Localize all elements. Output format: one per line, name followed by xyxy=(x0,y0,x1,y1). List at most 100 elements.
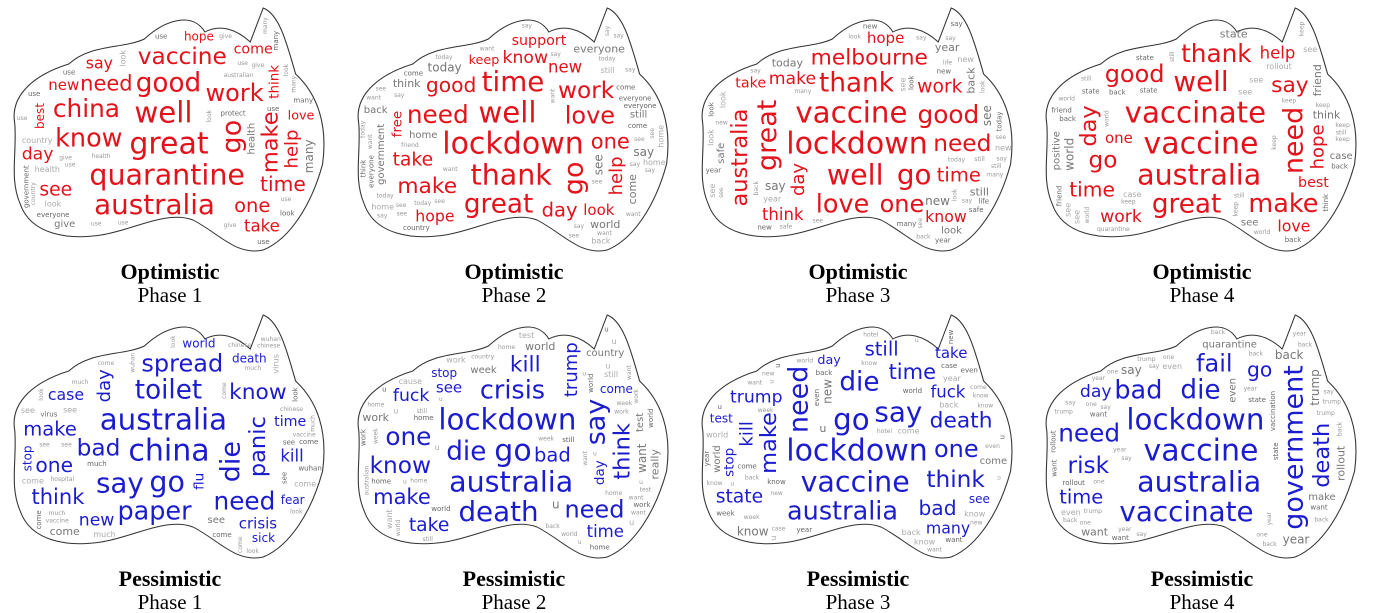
highlight-word: think xyxy=(609,423,635,480)
filler-word: even xyxy=(1162,362,1182,371)
filler-word: back xyxy=(1314,516,1329,523)
highlight-word: vaccine xyxy=(1144,434,1259,469)
highlight-word: say xyxy=(581,399,612,446)
filler-word: cause xyxy=(399,377,423,386)
filler-word: still xyxy=(1081,75,1092,82)
highlight-word: love xyxy=(1277,216,1310,235)
other-word: come xyxy=(50,525,80,538)
filler-word: world xyxy=(706,431,728,440)
filler-word: use xyxy=(237,60,248,67)
highlight-word: make xyxy=(257,111,283,173)
filler-word: come xyxy=(970,384,987,391)
highlight-word: need xyxy=(80,71,132,95)
other-word: many xyxy=(302,139,316,173)
highlight-word: trump xyxy=(730,388,783,408)
filler-word: new xyxy=(757,223,772,231)
filler-word: hotel xyxy=(863,332,879,339)
highlight-word: hope xyxy=(867,29,904,47)
highlight-word: one xyxy=(35,453,73,477)
filler-word: year xyxy=(1244,386,1258,393)
highlight-word: go xyxy=(149,465,185,498)
highlight-word: work xyxy=(917,77,963,98)
australia-outline xyxy=(1045,314,1357,559)
filler-word: new xyxy=(770,490,782,497)
highlight-word: crisis xyxy=(239,514,278,532)
filler-word: state xyxy=(1272,442,1280,460)
filler-word: back xyxy=(1298,342,1313,349)
highlight-word: one xyxy=(591,129,630,153)
filler-word: new xyxy=(715,119,727,126)
filler-word: give xyxy=(251,62,264,69)
filler-word: back xyxy=(939,400,958,409)
filler-word: come xyxy=(212,531,231,539)
highlight-word: australia xyxy=(1137,465,1261,498)
filler-word: know xyxy=(861,360,877,367)
filler-word: want xyxy=(443,166,458,173)
filler-word: want xyxy=(631,510,646,517)
filler-word: look xyxy=(290,509,303,516)
other-word: quarantine xyxy=(1202,340,1257,351)
other-word: u xyxy=(819,422,826,435)
highlight-word: day xyxy=(22,144,54,164)
filler-word: u xyxy=(593,450,597,457)
filler-word: life xyxy=(943,60,952,67)
australia-outline xyxy=(357,314,669,559)
highlight-word: still xyxy=(865,338,899,361)
filler-word: u xyxy=(612,337,617,346)
highlight-word: think xyxy=(267,65,283,99)
highlight-word: australia xyxy=(449,465,573,498)
filler-word: u xyxy=(393,406,398,415)
highlight-word: death xyxy=(930,409,993,434)
filler-word: know xyxy=(914,538,936,547)
filler-word: see xyxy=(1073,210,1082,224)
shape-group xyxy=(357,314,669,559)
highlight-word: kill xyxy=(736,421,757,446)
shape-group xyxy=(701,7,1013,252)
filler-word: say xyxy=(625,66,636,73)
panel-phase: Phase 2 xyxy=(482,590,547,613)
filler-word: many xyxy=(262,17,269,34)
highlight-word: one xyxy=(880,190,925,218)
filler-word: say xyxy=(1149,363,1160,370)
filler-word: year xyxy=(1118,526,1132,533)
filler-word: use xyxy=(257,238,269,246)
highlight-word: vaccine xyxy=(801,465,910,498)
panel-sentiment: Pessimistic xyxy=(1151,566,1254,591)
highlight-word: well xyxy=(827,158,884,191)
filler-word: want xyxy=(480,45,495,52)
filler-word: year xyxy=(796,526,812,534)
filler-word: say xyxy=(522,22,533,29)
filler-word: say xyxy=(1136,531,1147,538)
filler-word: one xyxy=(1093,479,1104,486)
filler-word: use xyxy=(118,219,129,226)
other-word: country xyxy=(586,348,624,359)
filler-word: even xyxy=(1061,508,1081,517)
highlight-word: lockdown xyxy=(1126,403,1264,437)
filler-word: look xyxy=(45,200,62,209)
highlight-word: make xyxy=(23,418,77,441)
filler-word: back xyxy=(1249,350,1264,357)
filler-word: home xyxy=(410,478,427,485)
filler-word: vaccine xyxy=(293,432,316,439)
panel-phase: Phase 4 xyxy=(1170,283,1235,307)
filler-word: look xyxy=(283,63,290,76)
highlight-word: day xyxy=(1080,382,1112,402)
highlight-word: help xyxy=(1260,44,1296,63)
highlight-word: take xyxy=(409,515,450,536)
highlight-word: keep xyxy=(469,53,500,68)
filler-word: chinese xyxy=(280,406,303,413)
highlight-word: need xyxy=(564,496,624,524)
filler-word: back xyxy=(1109,89,1127,97)
filler-word: one xyxy=(1256,531,1267,538)
highlight-word: good xyxy=(1105,60,1165,88)
highlight-word: one xyxy=(385,422,431,451)
filler-word: chinese xyxy=(257,343,280,350)
highlight-word: government xyxy=(1279,365,1310,530)
filler-word: use xyxy=(65,161,76,168)
filler-word: week xyxy=(616,400,632,407)
filler-word: want xyxy=(582,450,589,465)
filler-word: friend xyxy=(1055,186,1063,206)
highlight-word: test xyxy=(710,411,733,425)
highlight-word: fuck xyxy=(393,386,429,406)
